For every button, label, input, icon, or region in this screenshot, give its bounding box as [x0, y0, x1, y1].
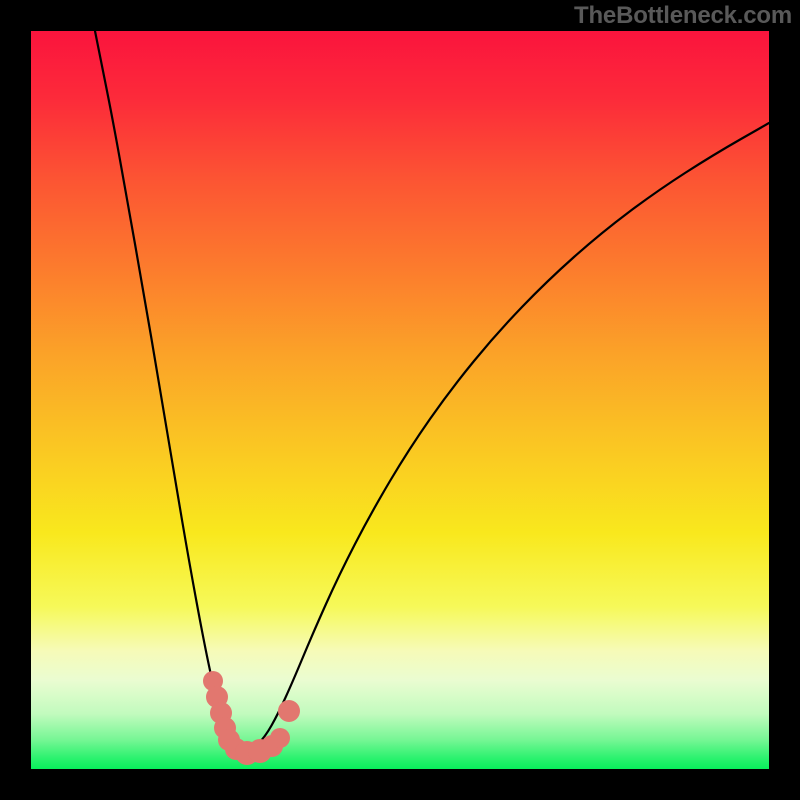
- chart-svg: [0, 0, 800, 800]
- highlight-dot: [270, 728, 290, 748]
- gradient-background: [31, 31, 769, 769]
- chart-frame: TheBottleneck.com: [0, 0, 800, 800]
- highlight-dot: [278, 700, 300, 722]
- watermark-text: TheBottleneck.com: [574, 2, 792, 30]
